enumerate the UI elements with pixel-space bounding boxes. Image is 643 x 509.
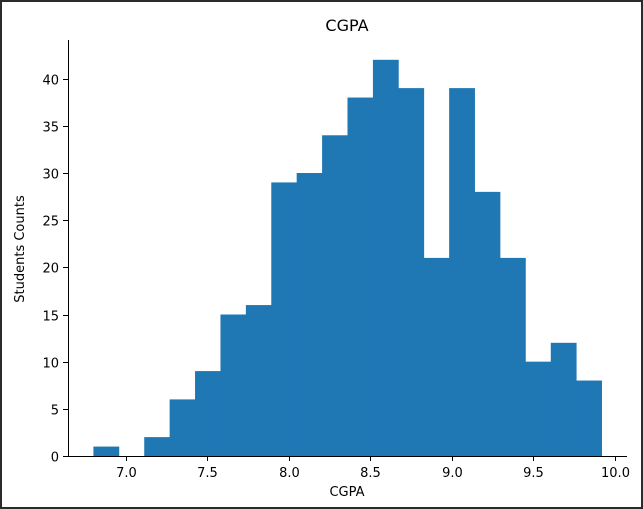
histogram-bar: [195, 371, 221, 456]
histogram-bar: [449, 88, 475, 457]
x-tick-label: 8.5: [360, 466, 381, 481]
histogram-bar: [499, 257, 526, 456]
y-tick-label: 40: [42, 74, 59, 89]
y-tick-label: 10: [42, 357, 59, 372]
histogram-bar: [347, 97, 374, 456]
y-axis-label: Students Counts: [13, 195, 28, 303]
histogram-bar: [474, 191, 501, 456]
x-tick-label: 9.5: [523, 466, 544, 481]
y-tick-label: 0: [51, 451, 59, 466]
x-tick-label: 9.0: [442, 466, 463, 481]
bars-group: [93, 59, 602, 457]
histogram-bar: [525, 361, 552, 456]
y-tick-label: 20: [42, 262, 59, 277]
y-tick-label: 15: [42, 310, 59, 325]
y-tick-label: 35: [42, 121, 59, 136]
histogram-bar: [144, 437, 171, 456]
histogram-bar: [550, 342, 577, 456]
chart-title: CGPA: [325, 16, 368, 35]
y-tick-label: 30: [42, 168, 59, 183]
histogram-bar: [245, 305, 272, 456]
y-tick-label: 25: [42, 215, 59, 230]
histogram-bar: [398, 88, 425, 457]
x-axis-label: CGPA: [329, 485, 364, 500]
x-tick-label: 7.5: [197, 466, 218, 481]
histogram-bar: [271, 182, 298, 456]
histogram-bar: [296, 173, 323, 456]
histogram-bar: [169, 399, 196, 456]
x-tick-label: 10.0: [601, 466, 630, 481]
histogram-bar: [93, 446, 120, 456]
y-ticks: 0 5 10 15 20 25 30 35 40: [42, 74, 68, 466]
y-tick-label: 5: [51, 404, 59, 419]
histogram-bar: [322, 135, 348, 456]
x-tick-label: 8.0: [279, 466, 300, 481]
x-ticks: 7.0 7.5 8.0 8.5 9.0 9.5 10.0: [116, 456, 630, 481]
x-tick-label: 7.0: [116, 466, 137, 481]
histogram-bar: [576, 380, 602, 456]
histogram-bar: [372, 59, 399, 457]
histogram-bar: [423, 257, 450, 456]
histogram-bar: [220, 314, 247, 456]
